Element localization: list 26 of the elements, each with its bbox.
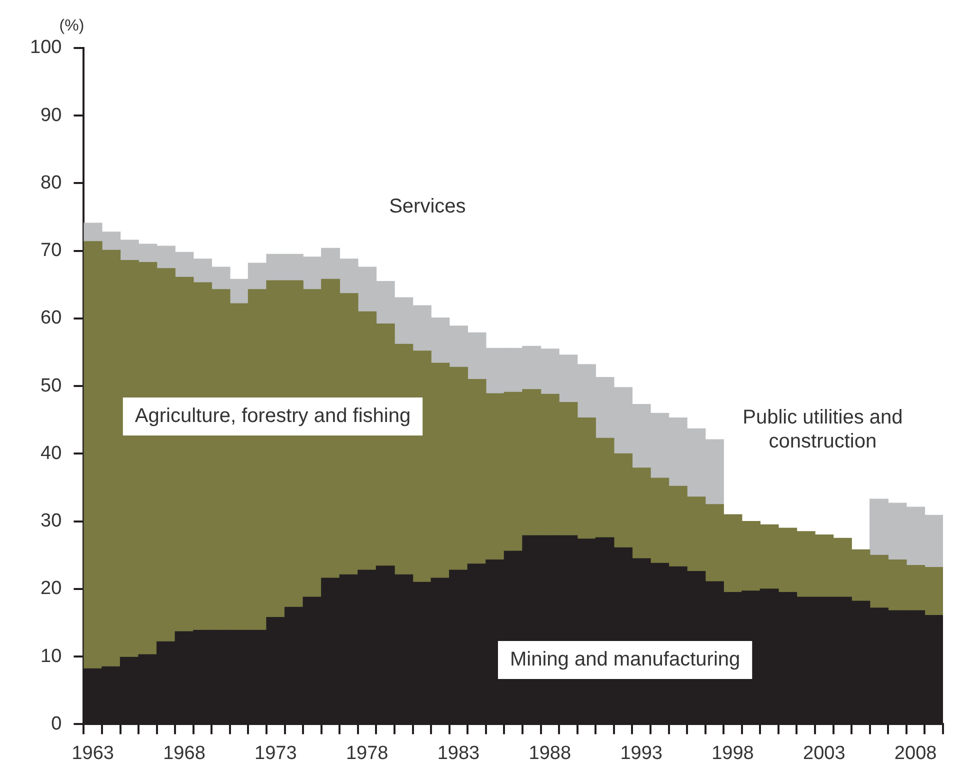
x-tick-label: 1988 [528,742,572,764]
series-label: Mining and manufacturing [510,648,740,670]
y-tick-label: 30 [40,510,62,532]
x-tick-label: 1973 [254,742,297,764]
y-tick-label: 70 [40,240,62,262]
x-tick-label: 1993 [620,742,662,764]
x-tick-label: 1978 [346,742,388,764]
series-label: Agriculture, forestry and fishing [134,405,411,428]
x-tick-label: 1963 [72,742,114,764]
y-tick-label: 40 [40,442,62,464]
y-tick-label: 50 [40,375,62,396]
x-tick-label: 1983 [437,742,480,764]
y-tick-label: 100 [30,37,62,58]
y-tick-label: 20 [40,578,62,600]
x-tick-label: 2008 [894,742,937,764]
x-tick-label: 1968 [163,742,206,764]
y-tick-label: 0 [51,713,62,734]
y-axis-title: (%) [59,17,84,34]
annotation: Services [389,195,466,218]
x-tick-label: 1998 [712,742,754,764]
x-tick-label: 2003 [803,742,846,764]
y-tick-label: 60 [40,308,62,329]
y-tick-label: 80 [40,172,62,194]
y-tick-label: 10 [40,646,62,667]
series-label: Public utilities and construction [742,406,903,453]
y-tick-label: 90 [40,104,62,126]
